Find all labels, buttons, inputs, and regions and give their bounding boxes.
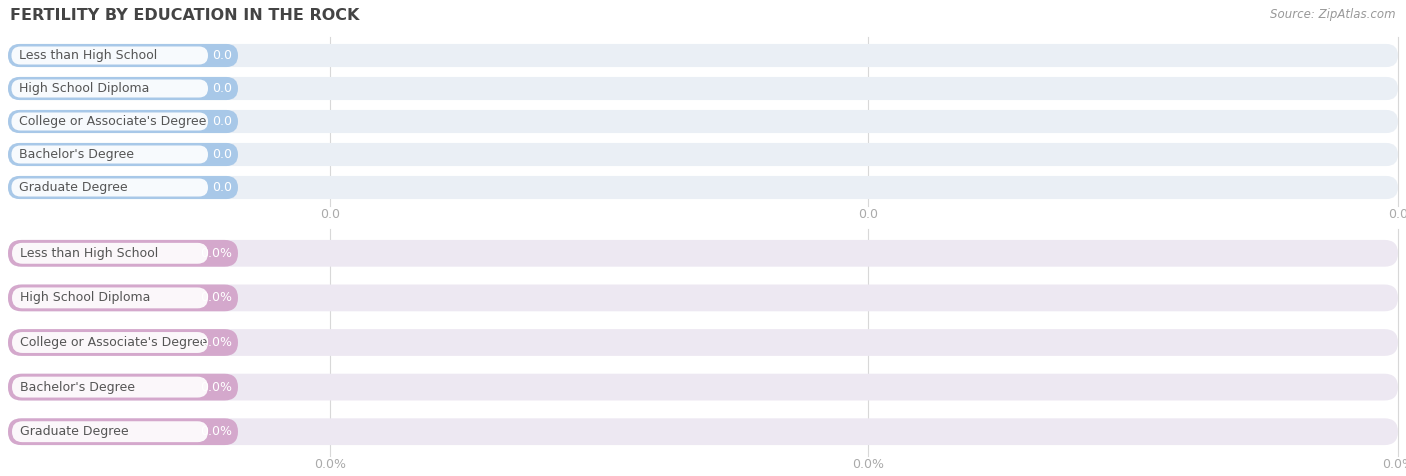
FancyBboxPatch shape xyxy=(8,143,238,166)
Text: 0.0%: 0.0% xyxy=(1382,458,1406,471)
Text: 0.0%: 0.0% xyxy=(200,381,232,394)
FancyBboxPatch shape xyxy=(8,240,1398,267)
FancyBboxPatch shape xyxy=(8,240,238,267)
Text: 0.0: 0.0 xyxy=(212,49,232,62)
Text: 0.0: 0.0 xyxy=(321,208,340,221)
FancyBboxPatch shape xyxy=(8,110,238,133)
Text: 0.0%: 0.0% xyxy=(200,425,232,438)
Text: Source: ZipAtlas.com: Source: ZipAtlas.com xyxy=(1271,8,1396,21)
FancyBboxPatch shape xyxy=(8,44,238,67)
Text: High School Diploma: High School Diploma xyxy=(18,82,149,95)
FancyBboxPatch shape xyxy=(8,176,238,199)
FancyBboxPatch shape xyxy=(13,377,208,397)
FancyBboxPatch shape xyxy=(8,329,1398,356)
FancyBboxPatch shape xyxy=(11,112,208,130)
Text: Graduate Degree: Graduate Degree xyxy=(20,425,129,438)
Text: 0.0%: 0.0% xyxy=(852,458,884,471)
FancyBboxPatch shape xyxy=(8,329,238,356)
Text: Graduate Degree: Graduate Degree xyxy=(18,181,128,194)
FancyBboxPatch shape xyxy=(8,176,1398,199)
Text: High School Diploma: High School Diploma xyxy=(20,291,150,304)
Text: 0.0: 0.0 xyxy=(212,115,232,128)
FancyBboxPatch shape xyxy=(11,146,208,164)
FancyBboxPatch shape xyxy=(8,418,238,445)
Text: Bachelor's Degree: Bachelor's Degree xyxy=(20,381,135,394)
FancyBboxPatch shape xyxy=(13,332,208,353)
Text: 0.0: 0.0 xyxy=(212,148,232,161)
Text: College or Associate's Degree: College or Associate's Degree xyxy=(18,115,207,128)
FancyBboxPatch shape xyxy=(8,374,238,400)
FancyBboxPatch shape xyxy=(8,77,238,100)
Text: 0.0%: 0.0% xyxy=(200,336,232,349)
FancyBboxPatch shape xyxy=(11,47,208,65)
FancyBboxPatch shape xyxy=(13,421,208,442)
Text: 0.0: 0.0 xyxy=(1388,208,1406,221)
Text: 0.0%: 0.0% xyxy=(200,247,232,260)
Text: Bachelor's Degree: Bachelor's Degree xyxy=(18,148,134,161)
FancyBboxPatch shape xyxy=(11,79,208,98)
FancyBboxPatch shape xyxy=(8,285,1398,311)
FancyBboxPatch shape xyxy=(8,285,238,311)
Text: 0.0%: 0.0% xyxy=(200,291,232,304)
Text: 0.0: 0.0 xyxy=(858,208,877,221)
FancyBboxPatch shape xyxy=(8,374,1398,400)
Text: 0.0%: 0.0% xyxy=(314,458,346,471)
FancyBboxPatch shape xyxy=(8,143,1398,166)
Text: 0.0: 0.0 xyxy=(212,82,232,95)
Text: College or Associate's Degree: College or Associate's Degree xyxy=(20,336,208,349)
FancyBboxPatch shape xyxy=(13,288,208,308)
FancyBboxPatch shape xyxy=(13,243,208,264)
FancyBboxPatch shape xyxy=(8,418,1398,445)
FancyBboxPatch shape xyxy=(8,110,1398,133)
Text: FERTILITY BY EDUCATION IN THE ROCK: FERTILITY BY EDUCATION IN THE ROCK xyxy=(10,8,360,23)
FancyBboxPatch shape xyxy=(8,77,1398,100)
FancyBboxPatch shape xyxy=(8,44,1398,67)
Text: 0.0: 0.0 xyxy=(212,181,232,194)
Text: Less than High School: Less than High School xyxy=(20,247,159,260)
FancyBboxPatch shape xyxy=(11,178,208,197)
Text: Less than High School: Less than High School xyxy=(18,49,157,62)
